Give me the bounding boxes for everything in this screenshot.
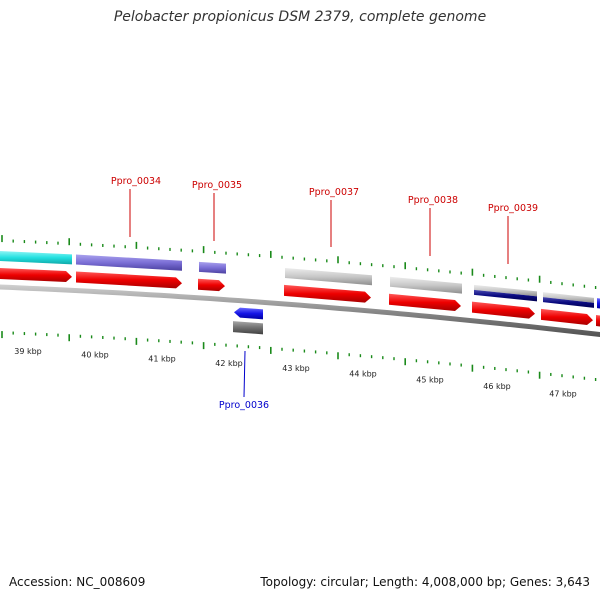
- cds-arrow: [76, 271, 182, 289]
- cds-arrow: [541, 308, 593, 326]
- navy-feature: [474, 289, 537, 302]
- cds-arrow: [596, 315, 600, 327]
- gray-feature: [474, 284, 537, 297]
- gene-label-ppro_0036: Ppro_0036: [219, 350, 269, 411]
- scale-label: 47 kbp: [549, 389, 577, 398]
- genome-summary-text: Topology: circular; Length: 4,008,000 bp…: [260, 575, 590, 589]
- scale-label: 42 kbp: [215, 359, 243, 368]
- scale-label: 45 kbp: [416, 376, 444, 385]
- scale-label: 46 kbp: [483, 382, 511, 391]
- gene-label-text: Ppro_0036: [219, 400, 269, 411]
- leader-line: [243, 350, 246, 398]
- scale-labels: 39 kbp 40 kbp 41 kbp 42 kbp 43 kbp 44 kbp 45 k…: [14, 347, 577, 398]
- gene-label-text: Ppro_0039: [488, 203, 538, 214]
- cyan-feature: [0, 251, 72, 265]
- map-title: Pelobacter propionicus DSM 2379, complet…: [113, 9, 487, 25]
- gene-label-text: Ppro_0037: [309, 187, 359, 198]
- scale-label: 44 kbp: [349, 369, 377, 378]
- gene-label-text: Ppro_0038: [408, 195, 458, 206]
- gene-label-ppro_0038: Ppro_0038: [408, 195, 458, 256]
- cds-arrow: [472, 301, 535, 319]
- upper-tick-ring: [1, 235, 597, 290]
- cds-arrow: [284, 284, 371, 303]
- gray-feature: [285, 268, 372, 286]
- gene-label-ppro_0037: Ppro_0037: [309, 187, 359, 247]
- scale-label: 43 kbp: [282, 364, 310, 373]
- gene-labels: Ppro_0034 Ppro_0035 Ppro_0036 Ppro_0037 Ppro…: [111, 176, 538, 411]
- genome-backbone: [0, 284, 600, 338]
- gene-label-ppro_0035: Ppro_0035: [192, 180, 242, 241]
- navy-feature: [543, 297, 594, 308]
- gene-label-text: Ppro_0034: [111, 176, 161, 187]
- cds-arrow: [389, 293, 461, 311]
- scale-label: 39 kbp: [14, 347, 42, 356]
- reverse-cds-arrow: [234, 307, 263, 320]
- cds-arrow: [0, 268, 72, 283]
- gene-label-text: Ppro_0035: [192, 180, 242, 191]
- reverse-feature: [233, 321, 263, 335]
- lower-tick-ring: [1, 331, 597, 382]
- gray-feature: [543, 292, 594, 303]
- backbone-band: [0, 284, 600, 338]
- accession-text: Accession: NC_008609: [9, 575, 146, 589]
- violet-feature: [199, 261, 226, 274]
- gene-label-ppro_0034: Ppro_0034: [111, 176, 161, 237]
- scale-label: 40 kbp: [81, 351, 109, 360]
- feature-track: [0, 251, 600, 335]
- gene-label-ppro_0039: Ppro_0039: [488, 203, 538, 264]
- violet-feature: [76, 254, 182, 271]
- gray-feature: [390, 276, 462, 294]
- scale-label: 41 kbp: [148, 354, 176, 363]
- cds-arrow: [198, 278, 225, 292]
- blue-feature: [597, 298, 600, 309]
